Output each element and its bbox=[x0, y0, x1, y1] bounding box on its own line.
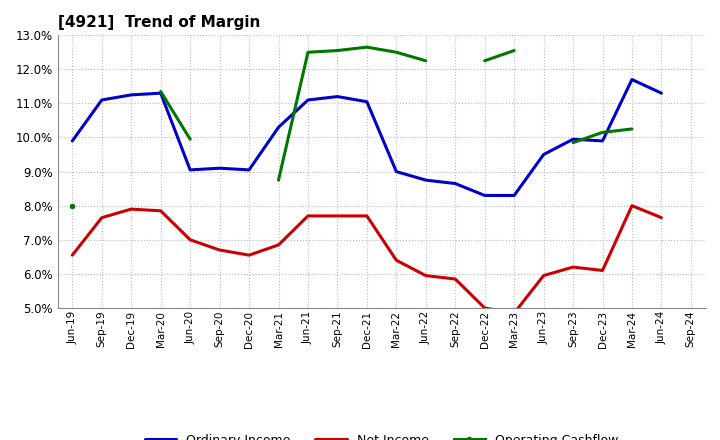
Net Income bbox=[127, 206, 135, 212]
Net Income bbox=[539, 273, 548, 278]
Ordinary Income bbox=[274, 125, 283, 130]
Ordinary Income bbox=[569, 136, 577, 142]
Net Income bbox=[657, 215, 666, 220]
Ordinary Income bbox=[480, 193, 489, 198]
Ordinary Income bbox=[421, 177, 430, 183]
Legend: Ordinary Income, Net Income, Operating Cashflow: Ordinary Income, Net Income, Operating C… bbox=[140, 429, 624, 440]
Net Income bbox=[392, 258, 400, 263]
Ordinary Income bbox=[451, 181, 459, 186]
Ordinary Income bbox=[68, 138, 76, 143]
Net Income bbox=[245, 253, 253, 258]
Ordinary Income bbox=[598, 138, 607, 143]
Ordinary Income bbox=[539, 152, 548, 157]
Net Income bbox=[215, 247, 224, 253]
Ordinary Income bbox=[156, 91, 165, 96]
Ordinary Income bbox=[127, 92, 135, 98]
Net Income bbox=[421, 273, 430, 278]
Text: [4921]  Trend of Margin: [4921] Trend of Margin bbox=[58, 15, 260, 30]
Ordinary Income bbox=[97, 97, 106, 103]
Ordinary Income bbox=[628, 77, 636, 82]
Line: Net Income: Net Income bbox=[72, 206, 662, 313]
Ordinary Income bbox=[304, 97, 312, 103]
Ordinary Income bbox=[657, 91, 666, 96]
Net Income bbox=[156, 208, 165, 213]
Ordinary Income bbox=[186, 167, 194, 172]
Net Income bbox=[304, 213, 312, 219]
Net Income bbox=[274, 242, 283, 248]
Ordinary Income bbox=[245, 167, 253, 172]
Net Income bbox=[333, 213, 342, 219]
Net Income bbox=[510, 311, 518, 316]
Net Income bbox=[480, 305, 489, 311]
Net Income bbox=[598, 268, 607, 273]
Ordinary Income bbox=[392, 169, 400, 174]
Net Income bbox=[569, 264, 577, 270]
Ordinary Income bbox=[363, 99, 372, 104]
Ordinary Income bbox=[333, 94, 342, 99]
Net Income bbox=[451, 276, 459, 282]
Ordinary Income bbox=[510, 193, 518, 198]
Line: Ordinary Income: Ordinary Income bbox=[72, 80, 662, 195]
Net Income bbox=[363, 213, 372, 219]
Ordinary Income bbox=[215, 165, 224, 171]
Net Income bbox=[68, 253, 76, 258]
Net Income bbox=[97, 215, 106, 220]
Net Income bbox=[186, 237, 194, 242]
Net Income bbox=[628, 203, 636, 209]
